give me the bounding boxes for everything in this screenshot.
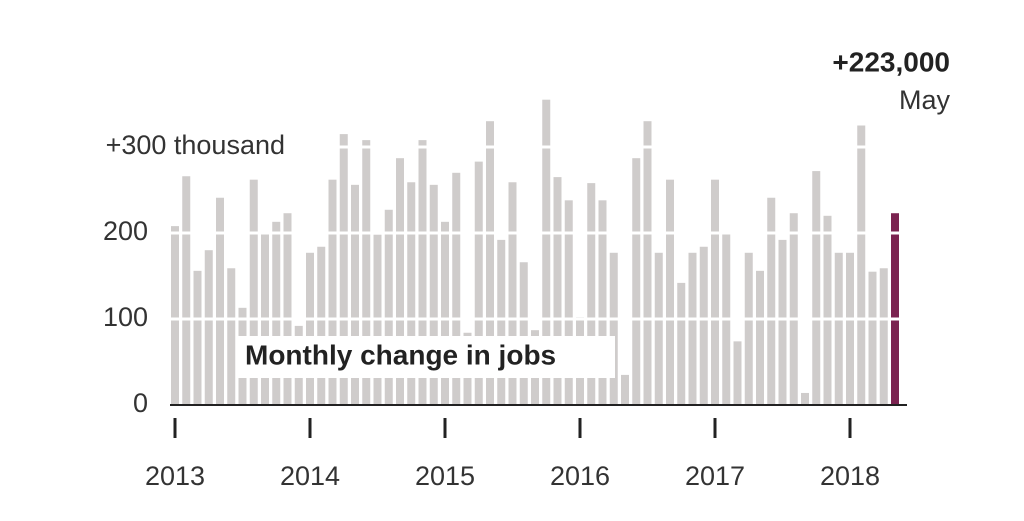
bar: [857, 125, 866, 405]
bar: [317, 246, 326, 405]
bar: [429, 184, 438, 405]
x-tick-label: 2014: [280, 461, 340, 491]
y-tick-label: 100: [103, 302, 148, 332]
bar: [362, 140, 371, 405]
bar: [328, 179, 337, 405]
bar: [384, 209, 393, 405]
bar: [339, 134, 348, 405]
x-tick-label: 2017: [685, 461, 745, 491]
annotation-value: +223,000: [832, 46, 950, 77]
bar: [486, 121, 494, 405]
bar: [778, 239, 787, 405]
bar: [587, 183, 596, 405]
bar: [666, 179, 674, 405]
bar: [351, 184, 359, 405]
bar: [564, 200, 573, 405]
bar: [846, 252, 854, 405]
bar: [216, 197, 224, 405]
bar: [396, 158, 404, 405]
bar: [508, 182, 517, 405]
bar: [542, 99, 551, 405]
bar: [879, 268, 888, 405]
bar: [441, 221, 449, 405]
x-tick-label: 2013: [145, 461, 205, 491]
bar: [812, 171, 821, 405]
bar: [654, 252, 663, 405]
y-tick-label: 200: [103, 216, 148, 246]
bar: [621, 374, 629, 405]
y-tick-label: +300 thousand: [106, 130, 285, 160]
bar: [733, 341, 742, 405]
bar: [227, 268, 236, 405]
bar: [891, 213, 899, 405]
bar: [789, 213, 798, 405]
bar: [744, 252, 753, 405]
label-box: [237, 336, 615, 378]
chart-title: Monthly change in jobs: [245, 339, 556, 370]
bar: [452, 172, 461, 405]
bar: [283, 213, 292, 405]
bar: [418, 140, 427, 405]
annotation-month: May: [899, 85, 951, 115]
bar: [688, 252, 697, 405]
bar: [519, 262, 528, 405]
bar: [171, 226, 179, 405]
bar: [643, 121, 652, 405]
bar: [632, 158, 641, 405]
bar: [868, 271, 877, 405]
x-tick-label: 2015: [415, 461, 475, 491]
bar: [474, 161, 483, 405]
bar: [756, 270, 764, 405]
bar: [272, 221, 281, 405]
bar: [801, 392, 809, 405]
bar: [182, 176, 191, 405]
bar: [497, 239, 506, 405]
x-tick-label: 2018: [820, 461, 880, 491]
x-tick-label: 2016: [550, 461, 610, 491]
bar: [711, 179, 719, 405]
bar: [699, 246, 708, 405]
bar: [677, 282, 686, 405]
bar: [193, 270, 202, 405]
bar: [249, 179, 258, 405]
bar: [834, 252, 843, 405]
bar: [609, 252, 618, 405]
bar: [767, 197, 776, 405]
bar: [823, 215, 832, 405]
bar: [204, 250, 213, 405]
bar: [598, 200, 607, 405]
bar: [306, 252, 314, 405]
bar: [407, 182, 416, 405]
bar: [553, 177, 562, 405]
y-tick-label: 0: [133, 388, 148, 418]
